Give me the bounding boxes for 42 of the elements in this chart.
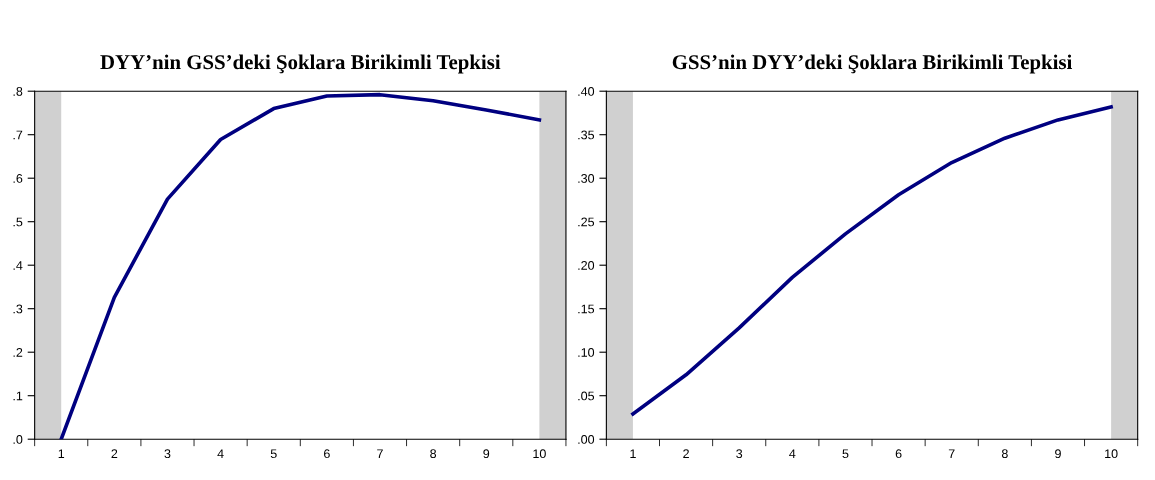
chart-title: DYY’nin GSS’deki Şoklara Birikimli Tepkisi — [100, 54, 501, 74]
x-tick-label: 7 — [948, 449, 955, 458]
y-tick-label: .3 — [13, 304, 23, 314]
y-tick-label: .4 — [13, 261, 23, 270]
x-tick-label: 9 — [1055, 449, 1061, 459]
x-tick-label: 1 — [58, 449, 65, 458]
x-tick-label: 4 — [217, 449, 224, 458]
x-tick-label: 6 — [324, 449, 330, 459]
y-tick-label: .25 — [578, 217, 595, 227]
x-tick-label: 4 — [789, 449, 796, 458]
x-tick-label: 3 — [736, 449, 743, 459]
x-tick-label: 7 — [377, 449, 383, 458]
x-tick-label: 2 — [111, 449, 118, 458]
x-tick-label: 3 — [164, 449, 171, 459]
x-tick-label: 10 — [1105, 449, 1118, 459]
x-tick-label: 2 — [683, 449, 689, 458]
y-tick-label: .00 — [578, 435, 595, 444]
y-tick-label: .8 — [13, 87, 23, 96]
y-tick-label: .1 — [13, 391, 23, 401]
chart-title: GSS’nin DYY’deki Şoklara Birikimli Tepkisi — [672, 54, 1073, 74]
y-tick-label: .0 — [13, 435, 23, 444]
y-tick-label: .40 — [578, 87, 595, 96]
y-tick-label: .10 — [578, 348, 595, 357]
x-tick-label: 10 — [533, 449, 546, 459]
y-tick-label: .15 — [578, 304, 595, 314]
y-tick-label: .20 — [578, 261, 595, 270]
y-tick-label: .35 — [578, 130, 595, 140]
y-tick-label: .30 — [578, 174, 595, 183]
line-series — [631, 105, 1113, 416]
x-tick-label: 8 — [430, 449, 437, 459]
x-tick-label: 6 — [895, 449, 902, 459]
y-tick-label: .2 — [13, 348, 23, 357]
x-tick-label: 8 — [1001, 449, 1008, 459]
y-tick-label: .7 — [13, 130, 23, 140]
x-tick-label: 9 — [483, 449, 490, 459]
y-tick-label: .05 — [578, 391, 595, 401]
line-series — [59, 92, 542, 440]
x-tick-label: 5 — [270, 449, 277, 459]
y-tick-label: .6 — [13, 174, 23, 183]
y-tick-label: .5 — [13, 217, 23, 227]
x-tick-label: 1 — [630, 449, 636, 458]
x-tick-label: 5 — [842, 449, 849, 459]
